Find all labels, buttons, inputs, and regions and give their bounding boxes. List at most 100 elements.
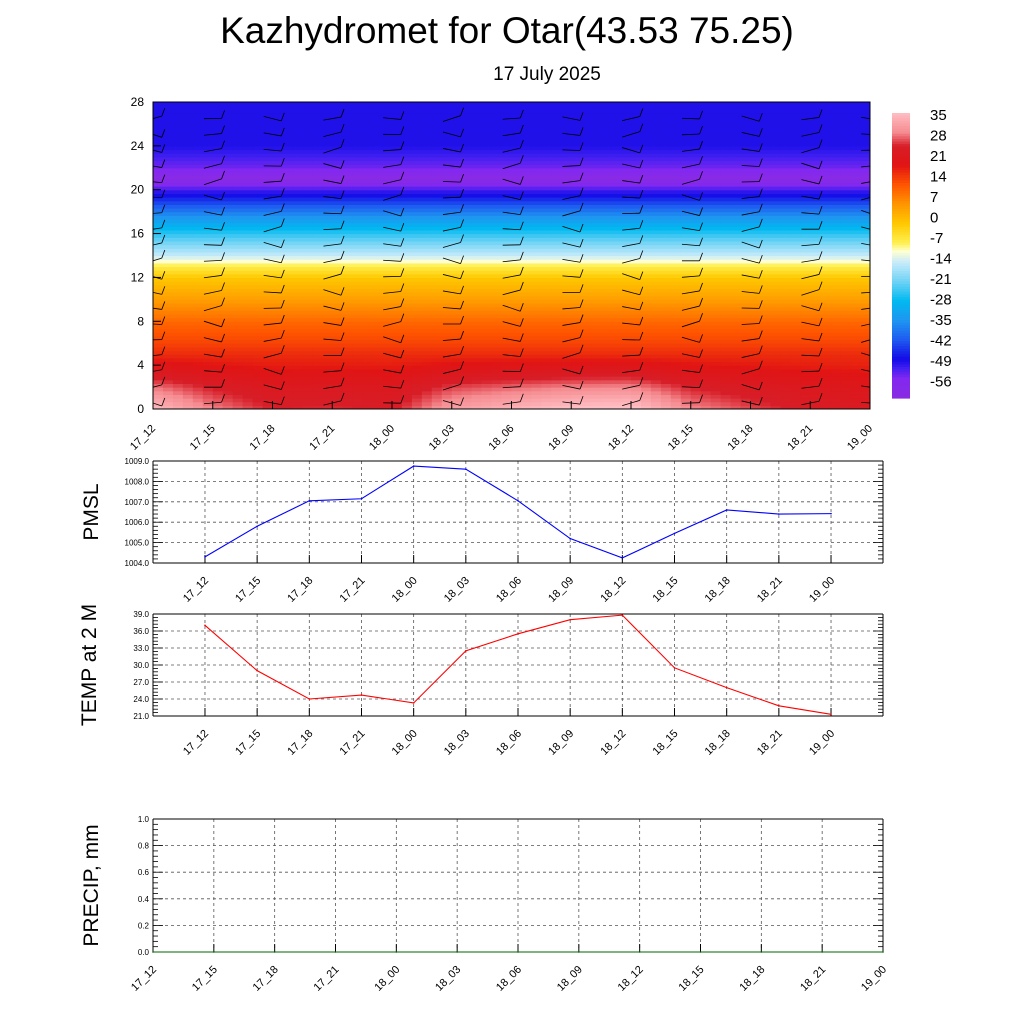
- heatmap-cell: [441, 387, 453, 392]
- heatmap-cell: [172, 200, 184, 205]
- heatmap-cell: [710, 112, 722, 118]
- heatmap-cell: [541, 255, 552, 260]
- heatmap-cell: [202, 390, 214, 395]
- heatmap-cell: [322, 273, 333, 279]
- heatmap-cell: [421, 134, 433, 140]
- heatmap-cell: [471, 394, 483, 399]
- heatmap-cell: [521, 149, 533, 154]
- heatmap-cell: [362, 357, 373, 363]
- heatmap-cell: [670, 376, 682, 381]
- heatmap-cell: [332, 186, 343, 191]
- heatmap-cell: [551, 127, 562, 132]
- heatmap-cell: [720, 295, 732, 300]
- heatmap-cell: [451, 262, 463, 268]
- heatmap-cell: [232, 105, 244, 110]
- heatmap-cell: [352, 153, 363, 158]
- heatmap-cell: [352, 401, 363, 406]
- heatmap-cell: [591, 394, 602, 399]
- heatmap-cell: [531, 145, 542, 151]
- heatmap-cell: [153, 292, 164, 297]
- heatmap-cell: [172, 317, 184, 322]
- heatmap-cell: [411, 321, 423, 326]
- heatmap-cell: [601, 164, 612, 169]
- heatmap-cell: [521, 376, 533, 381]
- heatmap-cell: [451, 167, 463, 173]
- heatmap-cell: [421, 175, 433, 180]
- heatmap-cell: [431, 372, 443, 377]
- heatmap-cell: [720, 372, 732, 377]
- heatmap-cell: [720, 233, 732, 238]
- heatmap-cell: [611, 149, 622, 154]
- heatmap-cell: [192, 343, 204, 348]
- heatmap-cell: [571, 229, 582, 235]
- heatmap-cell: [720, 262, 732, 268]
- heatmap-cell: [192, 354, 204, 359]
- heatmap-cell: [461, 394, 473, 399]
- heatmap-cell: [392, 354, 403, 359]
- heatmap-cell: [511, 193, 523, 198]
- heatmap-cell: [611, 339, 622, 344]
- heatmap-cell: [372, 281, 383, 286]
- heatmap-cell: [491, 240, 503, 246]
- heatmap-cell: [660, 240, 672, 246]
- heatmap-cell: [501, 142, 513, 147]
- heatmap-cell: [282, 248, 294, 253]
- heatmap-cell: [342, 372, 353, 377]
- heatmap-cell: [491, 368, 503, 374]
- heatmap-cell: [650, 284, 662, 289]
- heatmap-cell: [461, 222, 473, 227]
- heatmap-cell: [352, 372, 363, 377]
- heatmap-cell: [581, 372, 592, 377]
- heatmap-cell: [272, 138, 284, 143]
- heatmap-cell: [342, 237, 353, 242]
- heatmap-cell: [451, 357, 463, 363]
- heatmap-cell: [242, 218, 254, 224]
- heatmap-cell: [411, 288, 423, 293]
- heatmap-cell: [710, 127, 722, 132]
- heatmap-cell: [621, 295, 632, 300]
- heatmap-cell: [511, 332, 523, 337]
- heatmap-cell: [650, 368, 662, 374]
- heatmap-cell: [551, 178, 562, 184]
- heatmap-cell: [411, 112, 423, 118]
- heatmap-cell: [342, 229, 353, 235]
- heatmap-cell: [312, 182, 323, 187]
- heatmap-cell: [471, 361, 483, 366]
- heatmap-cell: [690, 182, 702, 187]
- heatmap-cell: [272, 134, 284, 140]
- heatmap-cell: [292, 218, 303, 224]
- heatmap-cell: [182, 160, 194, 165]
- heatmap-cell: [322, 197, 333, 202]
- heatmap-cell: [571, 222, 582, 227]
- heatmap-cell: [461, 145, 473, 151]
- heatmap-cell: [242, 193, 254, 198]
- heatmap-cell: [372, 365, 383, 370]
- heatmap-cell: [441, 251, 453, 257]
- heatmap-cell: [212, 218, 224, 224]
- heatmap-cell: [601, 211, 612, 216]
- heatmap-cell: [362, 376, 373, 381]
- heatmap-cell: [511, 244, 523, 249]
- heatmap-cell: [172, 240, 184, 246]
- heatmap-cell: [421, 281, 433, 286]
- heatmap-cell: [561, 310, 572, 315]
- heatmap-cell: [680, 321, 692, 326]
- heatmap-cell: [521, 321, 533, 326]
- heatmap-cell: [162, 182, 174, 187]
- heatmap-cell: [202, 277, 214, 282]
- heatmap-cell: [292, 335, 303, 341]
- heatmap-cell: [312, 175, 323, 180]
- heatmap-cell: [481, 350, 493, 355]
- heatmap-cell: [601, 317, 612, 322]
- heatmap-cell: [212, 156, 224, 162]
- heatmap-cell: [561, 251, 572, 257]
- heatmap-cell: [222, 303, 234, 308]
- heatmap-cell: [521, 284, 533, 289]
- heatmap-cell: [481, 266, 493, 271]
- heatmap-cell: [322, 361, 333, 366]
- heatmap-cell: [700, 244, 712, 249]
- heatmap-cell: [392, 164, 403, 169]
- heatmap-cell: [392, 387, 403, 392]
- heatmap-cell: [302, 365, 313, 370]
